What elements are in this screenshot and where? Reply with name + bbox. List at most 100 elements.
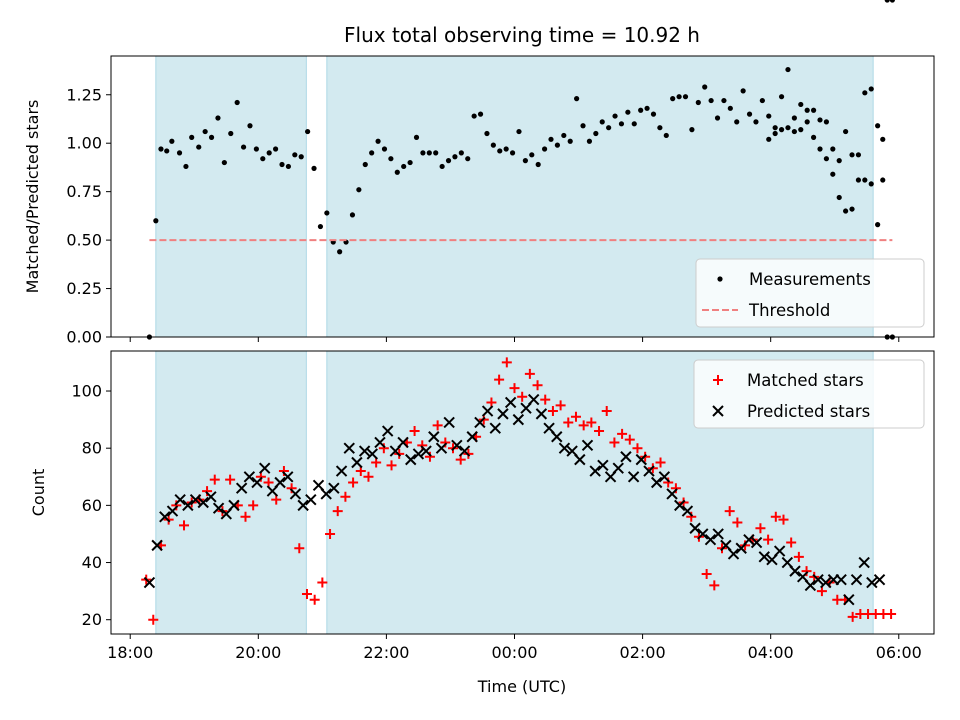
measurements-point (836, 194, 842, 201)
predicted-stars-point (251, 476, 263, 489)
x-tick-label: 02:00 (620, 643, 666, 662)
measurements-point (753, 119, 759, 125)
measurements-point (413, 134, 420, 140)
predicted-stars-point (820, 576, 832, 589)
matched-stars-point (793, 551, 804, 562)
measurements-point (798, 127, 804, 133)
measurements-point (804, 107, 810, 113)
matched-stars-point (547, 406, 558, 417)
matched-stars-point (209, 474, 220, 485)
matched-stars-point (770, 511, 781, 522)
measurements-point (215, 115, 221, 121)
y-tick-label: 1.25 (66, 85, 102, 104)
predicted-stars-point (458, 445, 471, 457)
predicted-stars-point (835, 573, 847, 586)
predicted-stars-point (228, 499, 240, 512)
measurements-point (529, 152, 535, 158)
measurements-point (689, 127, 695, 133)
predicted-stars-point (743, 533, 755, 546)
measurements-point (305, 128, 311, 135)
predicted-stars-point (843, 593, 855, 606)
predicted-stars-point (528, 393, 540, 406)
legend-label: Matched stars (747, 371, 864, 390)
measurements-point (772, 125, 778, 131)
measurements-point (889, 0, 895, 3)
measurements-point (253, 146, 259, 152)
axes-frame (110, 350, 935, 635)
measurements-point (855, 177, 862, 183)
measurements-point (561, 132, 567, 139)
matched-stars-point (202, 486, 213, 497)
predicted-stars-point (305, 493, 317, 506)
measurements-point (823, 156, 830, 162)
predicted-stars-point (512, 413, 525, 426)
matched-stars-point (701, 568, 712, 579)
measurements-point (567, 138, 573, 144)
measurements-point (606, 125, 612, 131)
measurements-point (593, 130, 599, 137)
measurements-point (522, 158, 528, 164)
legend: Measurements Threshold (695, 258, 925, 328)
matched-stars-point (624, 434, 635, 445)
predicted-stars-point (243, 471, 256, 483)
matched-stars-point (609, 437, 620, 448)
predicted-stars-point (397, 436, 409, 449)
measurements-point (830, 171, 836, 177)
measurements-point (362, 161, 368, 168)
measurements-point (260, 156, 266, 162)
measurements-point (880, 136, 886, 142)
measurements-point (234, 99, 240, 106)
matched-stars-point (325, 528, 336, 539)
measurements-point (458, 150, 464, 156)
measurements-point (375, 138, 381, 144)
measurements-point (695, 99, 701, 106)
measurements-point (516, 128, 522, 135)
x-tick-label: 00:00 (491, 643, 537, 662)
measurements-point (381, 146, 388, 152)
y-tick-label: 0.25 (66, 279, 102, 298)
predicted-stars-point (205, 491, 217, 503)
predicted-stars-point (435, 442, 448, 454)
measurements-point (279, 161, 285, 168)
measurements-point (465, 156, 471, 162)
legend-label: Measurements (749, 270, 871, 289)
predicted-stars-point (697, 528, 709, 540)
y-tick-label: 20 (82, 610, 102, 629)
matched-stars-point (424, 451, 435, 462)
predicted-stars-point (504, 396, 517, 409)
y-tick-label: 100 (71, 382, 102, 401)
matched-stars-point (763, 534, 774, 545)
measurements-point (317, 223, 324, 230)
predicted-stars-point (873, 573, 886, 586)
measurements-point (477, 111, 484, 117)
measurements-point (240, 144, 247, 150)
measurements-point (497, 148, 503, 154)
measurements-point (810, 134, 817, 140)
measurements-point (548, 136, 554, 142)
predicted-stars-point (212, 502, 225, 514)
predicted-stars-point (712, 528, 724, 540)
matched-stars-point (578, 420, 589, 431)
predicted-stars-point (850, 573, 863, 586)
measurements-point (727, 105, 733, 111)
measurements-point (843, 208, 849, 214)
y-tick-label: 0.75 (66, 182, 102, 201)
measurements-point (650, 111, 657, 117)
measurements-point (880, 177, 886, 183)
measurements-point (388, 156, 394, 162)
measurements-point (868, 86, 874, 92)
predicted-stars-point (143, 576, 156, 589)
measurements-point (337, 249, 343, 255)
measurements-point (676, 94, 682, 100)
axes-frame (110, 55, 935, 338)
predicted-stars-point (635, 453, 648, 466)
predicted-stars-point (289, 488, 302, 500)
predicted-stars-point (773, 545, 786, 557)
legend-marker (717, 276, 723, 282)
measurements-point (158, 146, 164, 152)
predicted-stars-point (574, 453, 586, 466)
measurements-point (612, 113, 618, 119)
measurements-point (836, 158, 842, 164)
measurements-point (407, 159, 413, 166)
